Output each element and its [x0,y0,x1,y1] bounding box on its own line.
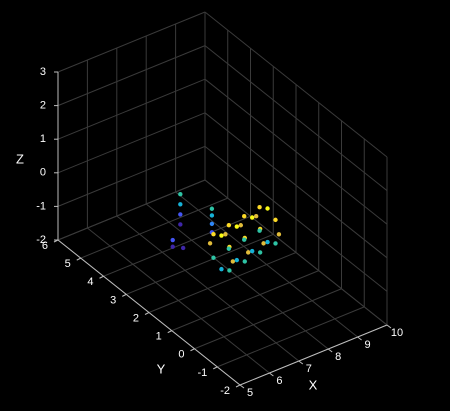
x-tick-label: 7 [306,363,312,375]
point [273,241,278,246]
y-tick [213,366,218,370]
point [253,214,259,219]
z-tick-label: -1 [36,200,46,212]
point [178,192,183,197]
grid-line [204,179,388,326]
y-tick-label: -1 [197,367,207,379]
y-tick [144,312,150,315]
x-tick-label: 5 [247,387,253,399]
point [249,248,255,254]
z-tick-label: 3 [40,66,46,78]
point [242,259,247,264]
x-axis-line [239,324,388,386]
x-tick-label: 6 [276,375,282,387]
y-tick-label: 0 [178,349,184,361]
y-tick-label: 6 [42,240,48,252]
point [276,232,282,237]
z-tick-label: 2 [40,100,46,112]
y-tick [190,348,195,352]
point [257,228,262,233]
point [209,206,215,211]
grid-line [57,11,206,73]
grid-line [204,146,388,292]
x-tick [269,372,274,377]
point [227,268,232,273]
grid-line [204,45,388,191]
y-tick-label: 2 [133,312,139,324]
x-tick [239,384,245,389]
point [230,259,236,264]
y-tick [122,293,127,297]
x-tick-label: 9 [365,339,371,351]
y-tick [99,275,104,279]
point [211,255,216,260]
z-tick-label: 1 [40,133,46,145]
point [245,250,251,255]
point [170,237,175,243]
x-tick-label: 10 [391,327,403,339]
x-tick-label: 8 [335,351,341,363]
grid-line [204,112,388,259]
grid-line [171,270,319,332]
z-tick-label: 0 [40,167,46,179]
y-tick [167,330,172,334]
point [257,204,262,210]
point [273,217,278,223]
grid-line [57,112,206,174]
grid-line [57,78,206,140]
y-axis-title: Y [157,361,166,376]
point [265,239,270,245]
point [238,223,244,228]
point [226,223,232,228]
grid-line [80,197,228,259]
point [178,202,183,207]
grid-line [57,145,206,207]
grid-line [204,11,388,158]
point [170,244,175,249]
point [178,212,183,217]
grid-line [103,215,251,277]
y-tick [76,257,81,261]
x-axis-title: X [309,377,318,392]
x-tick [298,360,304,365]
y-tick-label: 3 [110,294,116,306]
point [223,232,228,237]
point [219,266,224,272]
point [219,233,224,238]
z-tick-label: -2 [36,234,46,246]
z-axis-title: Z [16,151,24,166]
point [234,257,240,263]
point [242,214,247,219]
grid-line [57,179,206,241]
y-tick-label: 4 [87,276,93,288]
x-tick [357,336,362,341]
grid-line [194,288,342,350]
point [234,224,240,229]
point [178,222,183,227]
point [209,221,215,227]
y-tick-label: 1 [156,331,162,343]
y-tick-label: 5 [65,258,71,270]
grid-line [204,78,388,225]
grid-line [217,306,365,368]
point [242,237,247,242]
point [265,206,270,211]
point [211,232,216,237]
x-tick [386,324,392,329]
point [226,246,232,251]
grid-line [57,45,206,107]
x-tick [327,348,333,353]
point [257,250,263,255]
point [261,241,266,246]
y-tick [235,384,241,388]
point [180,245,186,251]
grid-line [126,233,274,295]
point [249,215,255,220]
y-tick-label: -2 [220,385,230,397]
point [207,241,213,246]
point [209,213,215,218]
grid-line [148,252,297,313]
